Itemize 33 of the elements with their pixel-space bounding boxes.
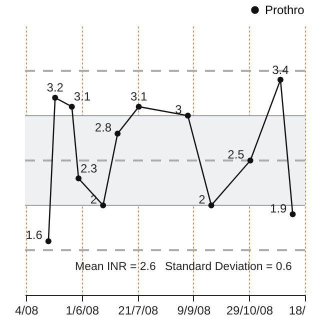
- point: [114, 130, 121, 137]
- data-label: 2: [198, 192, 206, 206]
- point: [52, 94, 58, 101]
- point: [247, 158, 254, 164]
- annotation: Standard Deviation = 0.6: [165, 260, 292, 273]
- point: [136, 104, 142, 110]
- data-label: 2.3: [80, 161, 98, 176]
- x-tick-label: 21/7/08: [118, 304, 159, 318]
- data-label: 3: [175, 102, 182, 117]
- data-label: 2.8: [94, 120, 112, 135]
- data-label: 3.4: [272, 62, 290, 77]
- point: [100, 202, 106, 208]
- data-label: 3.2: [46, 80, 64, 95]
- x-tick-label: 4/08: [14, 304, 39, 318]
- data-label: 3.1: [130, 90, 148, 104]
- x-tick-label: 29/10/08: [226, 304, 274, 318]
- data-label: 1.9: [270, 201, 288, 216]
- data-label: 2: [90, 192, 98, 206]
- legend-label: Prothro: [265, 3, 305, 17]
- point: [76, 175, 82, 182]
- x-tick-label: 9/9/08: [177, 304, 211, 318]
- annotation: Mean INR = 2.6: [75, 260, 156, 273]
- point: [45, 238, 52, 244]
- point: [208, 202, 214, 208]
- point: [277, 76, 284, 83]
- data-label: 3.1: [74, 90, 91, 104]
- point: [184, 112, 191, 119]
- x-tick-label: 1/6/08: [66, 304, 100, 318]
- point: [68, 104, 75, 110]
- point: [290, 211, 296, 218]
- data-label: 2.5: [228, 148, 245, 162]
- x-tick-label: 18/: [288, 304, 306, 318]
- data-label: 1.6: [26, 228, 43, 242]
